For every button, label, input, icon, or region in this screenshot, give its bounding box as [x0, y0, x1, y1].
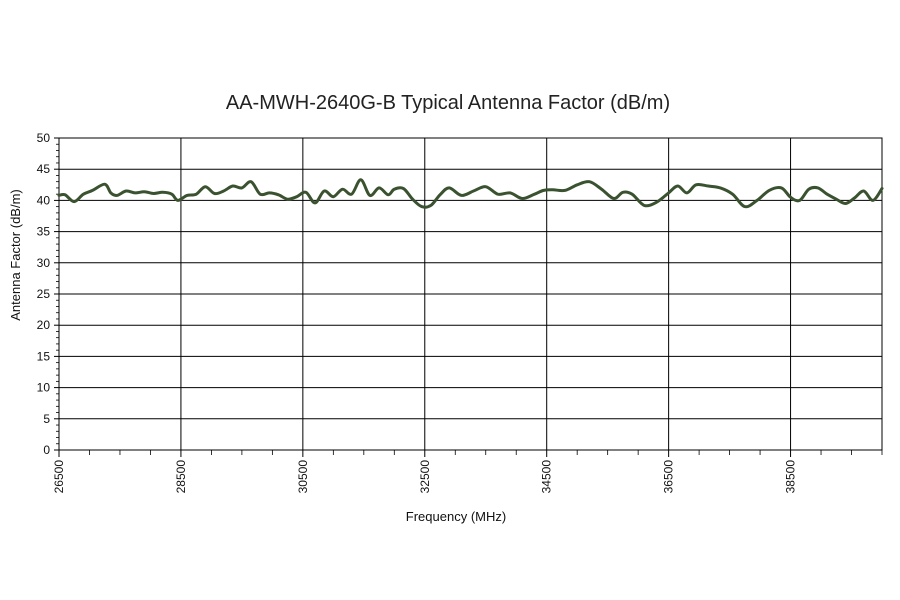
minor-ticks [56, 143, 883, 455]
antenna-factor-series-line [57, 178, 884, 209]
x-tick-label: 30500 [296, 460, 310, 494]
y-tick-label: 20 [37, 318, 51, 332]
x-tick-label: 26500 [52, 460, 66, 494]
x-tick-label: 34500 [540, 460, 554, 494]
chart-title: AA-MWH-2640G-B Typical Antenna Factor (d… [226, 92, 670, 114]
y-tick-label: 50 [37, 131, 51, 145]
x-tick-labels: 26500 28500 30500 32500 34500 36500 38500 [52, 460, 798, 494]
y-tick-label: 35 [37, 225, 51, 239]
y-tick-label: 30 [37, 256, 51, 270]
x-tick-label: 38500 [784, 460, 798, 494]
plot-area: 0 5 10 15 20 25 30 35 40 45 50 26500 28500 30500 3250… [37, 131, 884, 494]
y-gridlines [54, 137, 882, 451]
y-tick-label: 45 [37, 162, 51, 176]
x-tick-label: 28500 [174, 460, 188, 494]
x-gridlines [58, 138, 792, 457]
y-tick-labels: 0 5 10 15 20 25 30 35 40 45 50 [37, 131, 51, 457]
x-axis-label: Frequency (MHz) [406, 509, 506, 524]
y-tick-label: 5 [43, 412, 50, 426]
x-tick-label: 32500 [418, 460, 432, 494]
y-tick-label: 0 [43, 443, 50, 457]
y-axis-label: Antenna Factor (dB/m) [8, 189, 23, 321]
y-tick-label: 25 [37, 287, 51, 301]
y-tick-label: 15 [37, 349, 51, 363]
y-tick-label: 10 [37, 381, 51, 395]
x-tick-label: 36500 [662, 460, 676, 494]
y-tick-label: 40 [37, 193, 51, 207]
